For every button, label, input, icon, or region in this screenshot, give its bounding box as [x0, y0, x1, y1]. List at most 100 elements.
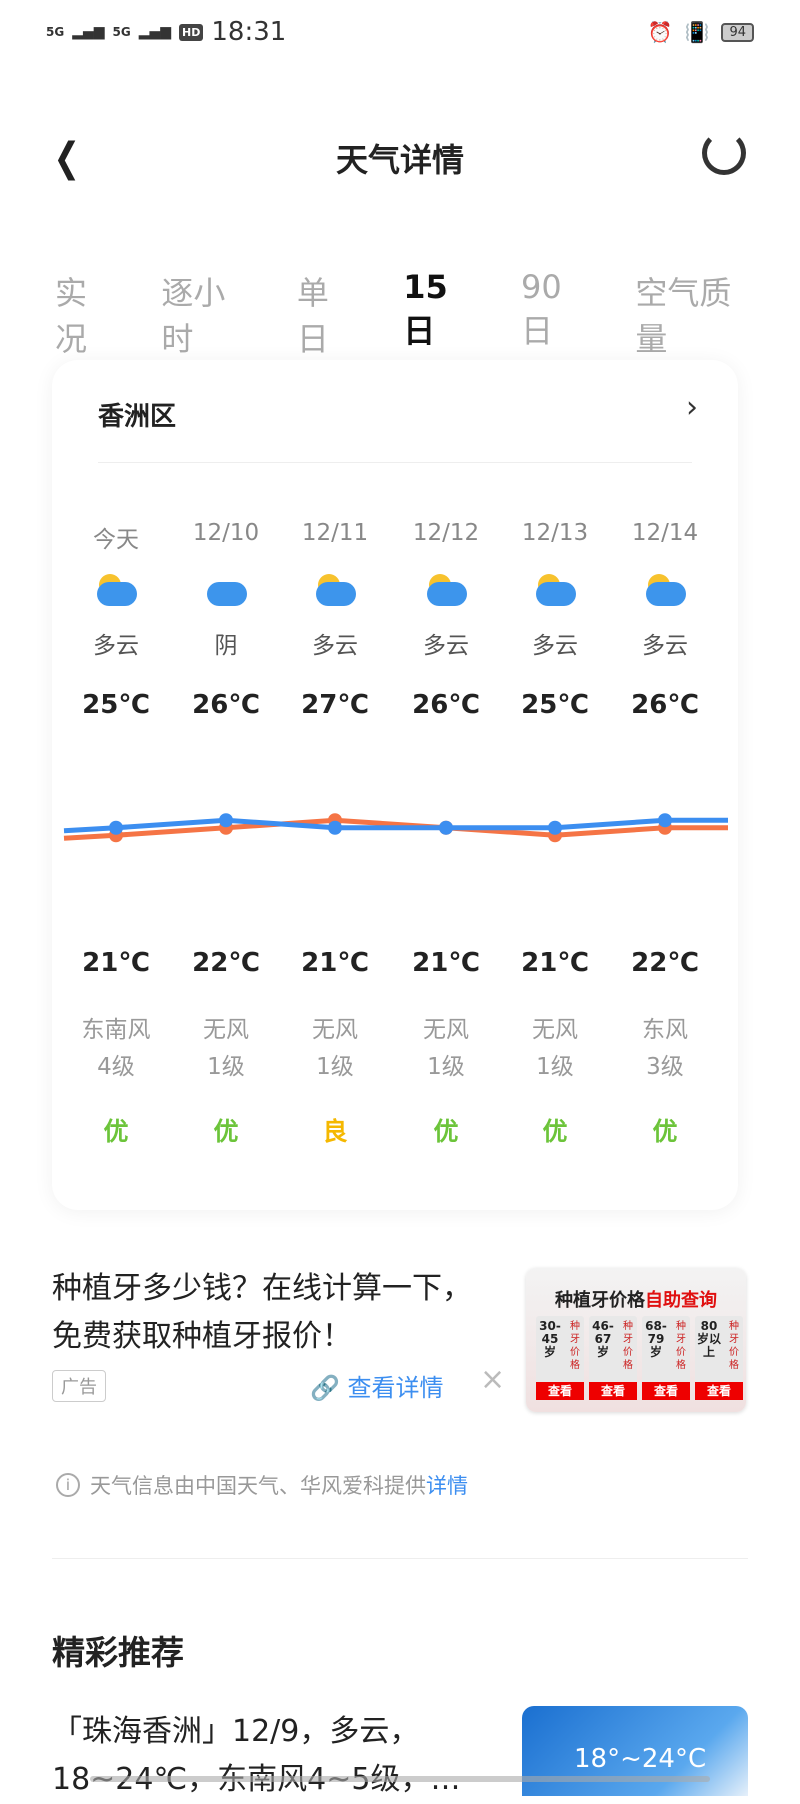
- section-title: 精彩推荐: [52, 1633, 184, 1672]
- alarm-icon: ⏰: [647, 20, 673, 44]
- ad-text[interactable]: 种植牙多少钱？在线计算一下，免费获取种植牙报价！: [52, 1271, 472, 1354]
- clock: 18:31: [211, 17, 287, 47]
- low-temp-point: [548, 820, 562, 835]
- low-temp-line: [63, 817, 728, 834]
- tab-0[interactable]: 实况: [55, 274, 88, 358]
- location-label[interactable]: 香洲区: [98, 402, 177, 432]
- data-source-info: i 天气信息由中国天气、华风爱科提供详情: [56, 1470, 468, 1500]
- wind-level: 1级: [427, 1054, 465, 1080]
- low-temp-point: [328, 820, 342, 835]
- vibrate-icon: 📳: [684, 20, 710, 44]
- signal-bars-icon: ▂▄▆: [138, 24, 172, 40]
- ad-link[interactable]: 🔗 查看详情: [310, 1368, 444, 1403]
- wind: 无风 1级: [500, 1012, 610, 1086]
- partly-cloudy-icon: [500, 574, 610, 608]
- price-label: 种牙价格: [623, 1321, 633, 1371]
- wind-direction: 无风: [532, 1017, 578, 1043]
- aqi-badge: 优: [433, 1117, 459, 1146]
- wind-level: 3级: [646, 1054, 684, 1080]
- partly-cloudy-icon: [61, 574, 171, 608]
- wind: 无风 1级: [171, 1012, 281, 1086]
- tab-4[interactable]: 90日: [521, 268, 562, 350]
- wind: 无风 1级: [280, 1012, 390, 1086]
- battery-icon: 94: [721, 22, 754, 42]
- day-condition: 多云: [93, 633, 139, 659]
- price-label: 种牙价格: [676, 1321, 686, 1371]
- article-thumbnail[interactable]: 18°~24°C: [522, 1706, 748, 1796]
- page-title: 天气详情: [335, 141, 464, 179]
- wind-direction: 无风: [423, 1017, 469, 1043]
- ad-tag: 广告: [52, 1370, 106, 1402]
- view-button[interactable]: 查看: [695, 1382, 743, 1400]
- age-range: 30-45岁: [539, 1319, 561, 1359]
- tab-2[interactable]: 单日: [296, 274, 329, 358]
- home-indicator[interactable]: [90, 1776, 710, 1782]
- high-temp: 26℃: [192, 690, 260, 720]
- high-temp: 26℃: [412, 690, 480, 720]
- day-date: 12/10: [192, 520, 260, 546]
- view-button[interactable]: 查看: [589, 1382, 637, 1400]
- wind-direction: 无风: [312, 1017, 358, 1043]
- wind: 东南风 4级: [61, 1012, 171, 1086]
- signal-icon: 5G: [112, 25, 131, 39]
- link-icon: 🔗: [310, 1374, 348, 1402]
- partly-cloudy-icon: [391, 574, 501, 608]
- age-range: 46-67岁: [592, 1319, 614, 1359]
- low-temp: 21℃: [521, 948, 589, 978]
- tab-3[interactable]: 15日: [403, 268, 473, 382]
- ad-image-title: 种植牙价格自助查询: [555, 1290, 717, 1311]
- thumbnail-text: 18°~24°C: [574, 1744, 707, 1774]
- low-temp-point: [439, 820, 453, 835]
- tab-bar: 实况 逐小时 单日 15日 90日 空气质量: [55, 268, 800, 382]
- wind-direction: 东风: [642, 1017, 688, 1043]
- view-button[interactable]: 查看: [536, 1382, 584, 1400]
- wind-level: 1级: [316, 1054, 354, 1080]
- low-temp: 21℃: [82, 948, 150, 978]
- signal-icon: 5G: [46, 25, 65, 39]
- day-condition: 多云: [532, 633, 578, 659]
- ad-age-box: 30-45岁 种牙价格查看: [536, 1316, 584, 1400]
- partly-cloudy-icon: [610, 574, 720, 608]
- price-label: 种牙价格: [570, 1321, 580, 1371]
- hd-icon: HD: [179, 23, 204, 41]
- chevron-right-icon[interactable]: ›: [686, 390, 698, 425]
- aqi-badge: 良: [322, 1117, 348, 1146]
- ad-image[interactable]: 种植牙价格自助查询 30-45岁 种牙价格 查看 46-67岁 种牙价格 查看 68-79岁…: [526, 1268, 746, 1412]
- ad-age-box: 46-67岁 种牙价格查看: [589, 1316, 637, 1400]
- low-temp: 22℃: [192, 948, 260, 978]
- low-temp: 22℃: [631, 948, 699, 978]
- forecast-card: 香洲区 › 今天多云 25℃ 21℃ 东南风 4级优 12/10 阴 26℃ 22℃ 无风 1级优 1…: [52, 360, 738, 1210]
- wind-level: 1级: [207, 1054, 245, 1080]
- tab-5[interactable]: 空气质量: [635, 274, 732, 358]
- low-temp: 21℃: [301, 948, 369, 978]
- day-date: 今天: [93, 527, 139, 553]
- article-title[interactable]: 「珠海香洲」12/9，多云，18~24℃，东南风4~5级，…: [52, 1714, 461, 1797]
- low-temp-point: [219, 813, 233, 828]
- close-icon[interactable]: ×: [480, 1362, 506, 1397]
- low-temp: 21℃: [412, 948, 480, 978]
- high-temp: 26℃: [631, 690, 699, 720]
- high-temp: 25℃: [82, 690, 150, 720]
- low-temp-point: [658, 813, 672, 828]
- tab-1[interactable]: 逐小时: [161, 274, 226, 358]
- day-date: 12/11: [301, 520, 369, 546]
- wind-direction: 无风: [203, 1017, 249, 1043]
- day-date: 12/13: [521, 520, 589, 546]
- day-condition: 阴: [214, 633, 238, 659]
- back-icon[interactable]: ❮: [53, 135, 81, 181]
- aqi-badge: 优: [213, 1117, 239, 1146]
- wind-level: 4级: [97, 1054, 135, 1080]
- info-details-link[interactable]: 详情: [426, 1474, 468, 1498]
- high-temp: 27℃: [301, 690, 369, 720]
- ad-banner[interactable]: 种植牙多少钱？在线计算一下，免费获取种植牙报价！: [52, 1265, 492, 1361]
- low-temp-point: [109, 820, 123, 835]
- age-range: 68-79岁: [645, 1319, 667, 1359]
- divider: [98, 462, 692, 463]
- info-icon: i: [56, 1473, 80, 1497]
- refresh-icon[interactable]: [702, 131, 746, 175]
- divider: [52, 1558, 748, 1559]
- day-condition: 多云: [423, 633, 469, 659]
- view-button[interactable]: 查看: [642, 1382, 690, 1400]
- cloudy-icon: [171, 574, 281, 608]
- price-label: 种牙价格: [729, 1321, 739, 1371]
